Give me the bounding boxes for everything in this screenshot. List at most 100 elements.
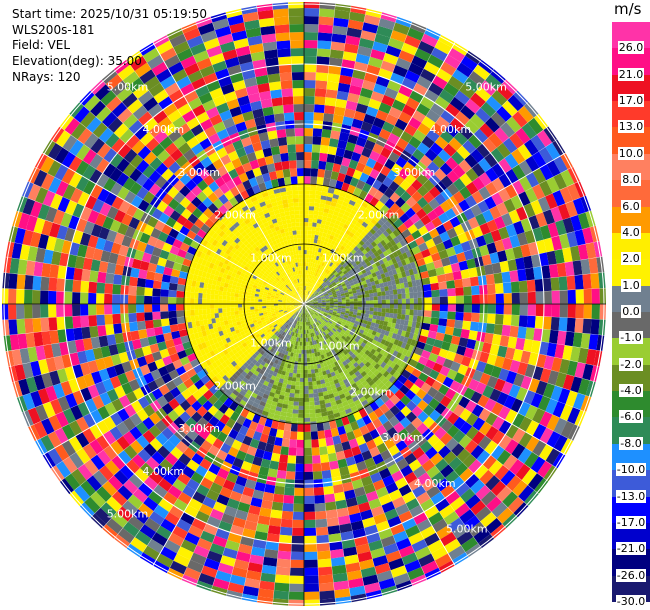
range-gate-outer (405, 411, 418, 423)
range-gate-outer (475, 360, 487, 373)
range-gate-outer (280, 152, 289, 162)
range-gate-outer (315, 80, 328, 90)
range-gate-outer (532, 440, 547, 457)
range-gate-outer (537, 196, 551, 212)
range-gate-outer (273, 590, 289, 600)
range-gate-outer (379, 194, 390, 205)
range-gate-outer (294, 128, 304, 137)
range-gate-outer (418, 553, 435, 567)
range-gate-outer (310, 423, 318, 432)
range-gate-outer (485, 426, 499, 441)
range-gate-outer (280, 526, 293, 536)
range-gate-outer (525, 436, 540, 452)
range-gate-outer (450, 361, 461, 373)
range-gate-outer (304, 551, 318, 560)
range-gate-outer (56, 304, 65, 317)
range-gate-outer (293, 104, 304, 113)
range-gate-outer (491, 262, 502, 274)
range-gate-outer (485, 475, 501, 491)
range-gate-outer (518, 280, 528, 293)
range-gate-outer (407, 373, 419, 384)
range-gate-outer (304, 96, 315, 105)
range-gate-outer (401, 369, 412, 380)
range-gate-outer (138, 269, 148, 279)
range-gate-inner (301, 357, 304, 362)
range-gate-outer (527, 304, 536, 316)
range-gate-outer (304, 423, 311, 432)
range-gate-outer (288, 152, 297, 161)
range-gate-outer (275, 574, 290, 584)
range-gate-inner (409, 292, 414, 299)
range-gate-outer (89, 270, 99, 283)
range-gate-outer (160, 304, 169, 312)
range-gate-outer (502, 137, 518, 154)
range-gate-outer (491, 90, 508, 106)
range-gate-outer (414, 546, 432, 560)
range-gate-outer (478, 158, 492, 173)
range-gate-outer (289, 24, 304, 33)
range-gate-outer (413, 465, 427, 479)
range-gate-outer (348, 159, 359, 170)
range-gate-outer (317, 550, 331, 560)
range-gate-outer (534, 278, 544, 292)
range-gate-outer (391, 163, 403, 175)
range-gate-outer (393, 379, 404, 390)
range-gate-outer (432, 155, 446, 169)
range-gate-inner (377, 295, 382, 301)
range-gate-outer (432, 75, 448, 90)
range-gate-outer (290, 551, 304, 560)
range-gate-outer (426, 465, 440, 479)
range-gate-outer (401, 77, 417, 90)
range-gate-outer (395, 92, 410, 105)
range-gate-outer (384, 399, 395, 410)
range-gate-outer (414, 219, 425, 230)
range-gate-outer (448, 517, 464, 532)
range-gate-outer (400, 202, 411, 213)
range-gate-inner (369, 304, 374, 308)
range-gate-outer (585, 349, 597, 366)
range-gate-outer (523, 255, 534, 269)
range-gate-outer (481, 254, 492, 266)
range-gate-outer (347, 463, 359, 474)
range-gate-outer (425, 262, 436, 271)
range-gate-outer (545, 193, 558, 210)
range-gate-outer (484, 398, 497, 412)
range-gate-outer (459, 125, 474, 140)
range-gate-outer (487, 304, 496, 314)
range-gate-inner (291, 381, 296, 386)
range-gate-outer (524, 490, 539, 506)
range-gate-outer (480, 490, 497, 506)
range-gate-outer (295, 144, 304, 153)
range-gate-outer (349, 11, 366, 23)
range-gate-outer (496, 84, 514, 101)
range-gate-outer (408, 532, 424, 546)
range-gate-outer (2, 288, 9, 304)
range-gate-outer (365, 157, 377, 169)
range-gate-outer (498, 405, 511, 420)
range-gate-outer (136, 304, 145, 313)
range-gate-outer (458, 260, 469, 271)
range-gate-outer (353, 144, 364, 155)
range-gate-inner (365, 297, 370, 301)
range-gate-outer (441, 257, 451, 267)
range-gate-outer (168, 304, 177, 312)
range-gate-inner (309, 202, 315, 207)
range-gate-outer (475, 506, 492, 522)
range-gate-outer (470, 479, 485, 495)
range-gate-outer (550, 385, 563, 402)
range-gate-inner (304, 186, 311, 191)
range-gate-outer (304, 144, 313, 153)
range-gate-outer (555, 219, 567, 236)
range-gate-outer (488, 460, 503, 476)
range-gate-inner (297, 417, 304, 422)
range-gate-inner (307, 230, 312, 235)
range-gate-outer (423, 290, 432, 298)
range-gate-inner (294, 389, 300, 394)
range-gate-outer (401, 517, 417, 531)
range-gate-outer (451, 443, 465, 457)
range-gate-outer (325, 89, 338, 99)
range-gate-outer (401, 552, 418, 566)
range-gate-outer (459, 408, 472, 422)
range-gate-outer (518, 160, 533, 176)
range-gate-outer (385, 114, 399, 126)
